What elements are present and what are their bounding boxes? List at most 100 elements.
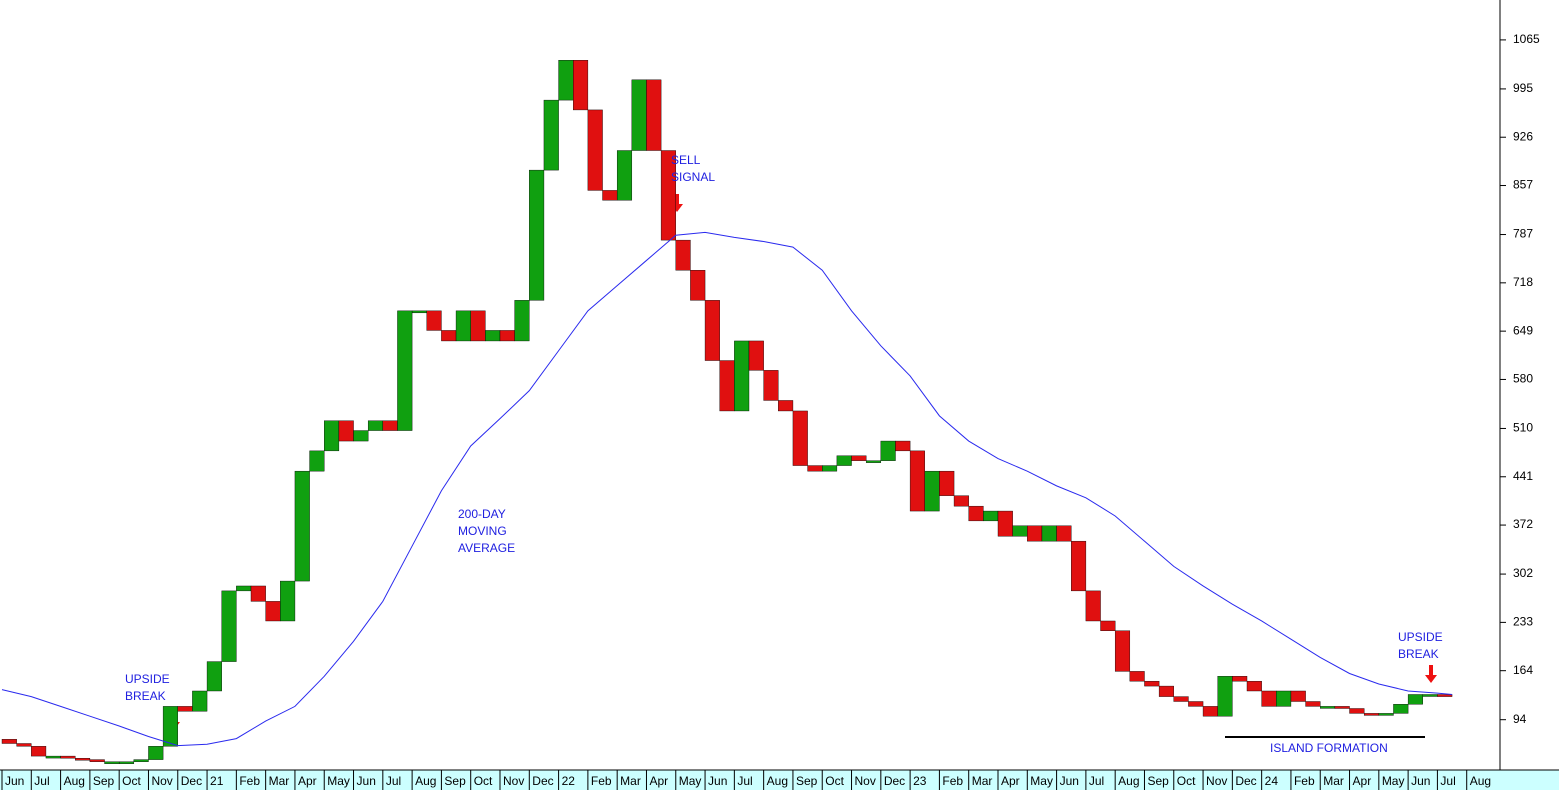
candle — [118, 761, 135, 764]
x-tick-label: Nov — [855, 774, 876, 788]
candle — [1437, 694, 1453, 697]
annotation: UPSIDE — [1398, 630, 1443, 644]
y-tick-label: 1065 — [1513, 32, 1540, 46]
candle — [104, 761, 120, 764]
y-tick-label: 718 — [1513, 275, 1533, 289]
candle — [587, 109, 603, 191]
x-tick-label: Jun — [357, 774, 376, 788]
candle — [1, 739, 17, 744]
candle — [836, 455, 852, 466]
x-tick-label: May — [1030, 774, 1053, 788]
annotation: SIGNAL — [671, 170, 715, 184]
x-tick-label: Sep — [1147, 774, 1169, 788]
candle — [470, 310, 486, 342]
x-tick-label: Oct — [1177, 774, 1196, 788]
candle — [997, 510, 1013, 537]
candle — [616, 150, 633, 201]
candle — [367, 420, 384, 431]
candle — [909, 450, 925, 512]
candle — [133, 759, 149, 762]
candle — [485, 330, 501, 342]
x-tick-label: Mar — [972, 774, 993, 788]
annotation: MOVING — [458, 524, 507, 538]
candle — [1217, 676, 1233, 717]
candle — [1114, 630, 1131, 672]
candle — [690, 270, 706, 301]
candle — [16, 743, 32, 747]
x-tick-label: Nov — [151, 774, 172, 788]
candle — [441, 330, 457, 342]
x-tick-label: Feb — [942, 774, 963, 788]
candle — [763, 370, 779, 401]
candle — [822, 465, 838, 472]
x-tick-label: Apr — [1353, 774, 1372, 788]
candle — [499, 330, 515, 342]
candle — [1334, 706, 1350, 709]
x-tick-label: May — [327, 774, 350, 788]
candle — [1173, 696, 1189, 702]
candle — [1027, 525, 1043, 542]
y-tick-label: 302 — [1513, 566, 1533, 580]
candle — [1100, 620, 1116, 631]
candle — [1012, 525, 1028, 537]
candle — [382, 420, 398, 431]
x-tick-label: Aug — [1470, 774, 1491, 788]
candle — [1071, 540, 1087, 592]
x-tick-label: Jul — [737, 774, 752, 788]
annotation: ISLAND FORMATION — [1270, 741, 1388, 755]
annotation: UPSIDE — [125, 672, 170, 686]
x-tick-label: Jul — [1089, 774, 1104, 788]
x-tick-label: 21 — [210, 774, 224, 788]
x-tick-label: Jun — [708, 774, 727, 788]
x-tick-label: Feb — [239, 774, 260, 788]
candle — [748, 340, 764, 371]
x-tick-label: Oct — [122, 774, 141, 788]
candle — [778, 400, 794, 412]
annotation: BREAK — [1398, 647, 1439, 661]
candle — [514, 300, 530, 342]
candle — [45, 755, 61, 759]
x-tick-label: Apr — [298, 774, 317, 788]
y-tick-label: 580 — [1513, 372, 1533, 386]
candle — [75, 757, 91, 761]
candle — [1041, 525, 1057, 542]
x-tick-label: Jul — [1440, 774, 1455, 788]
x-tick-label: Jun — [1060, 774, 1079, 788]
candle — [865, 460, 882, 463]
candle — [1246, 680, 1262, 692]
candle — [397, 310, 413, 431]
candle — [1276, 690, 1292, 707]
candle — [1232, 676, 1248, 682]
candle — [807, 465, 823, 472]
candle — [411, 310, 427, 314]
x-tick-label: 22 — [562, 774, 576, 788]
x-tick-label: Dec — [884, 774, 905, 788]
y-tick-label: 233 — [1513, 615, 1533, 629]
x-tick-label: Aug — [767, 774, 788, 788]
candle — [880, 440, 896, 461]
y-tick-label: 995 — [1513, 81, 1533, 95]
x-tick-label: Sep — [444, 774, 466, 788]
x-tick-label: Nov — [503, 774, 524, 788]
arrow — [1425, 665, 1437, 683]
moving-average — [1, 231, 1453, 747]
candle — [558, 60, 574, 101]
candle — [953, 495, 969, 507]
candle — [250, 585, 266, 602]
y-tick-label: 926 — [1513, 129, 1533, 143]
x-tick-label: Jun — [5, 774, 24, 788]
x-tick-label: Apr — [649, 774, 668, 788]
candle — [162, 706, 178, 747]
x-tick-label: Aug — [1118, 774, 1139, 788]
candle — [1290, 690, 1306, 702]
candle — [89, 759, 105, 762]
candle — [353, 430, 369, 442]
candle — [31, 746, 47, 757]
x-axis-band — [0, 770, 1559, 790]
candle — [631, 79, 647, 151]
candle — [529, 169, 545, 301]
x-tick-label: Aug — [64, 774, 85, 788]
candle — [660, 150, 676, 241]
candle — [1422, 694, 1438, 697]
candle — [1129, 671, 1145, 682]
